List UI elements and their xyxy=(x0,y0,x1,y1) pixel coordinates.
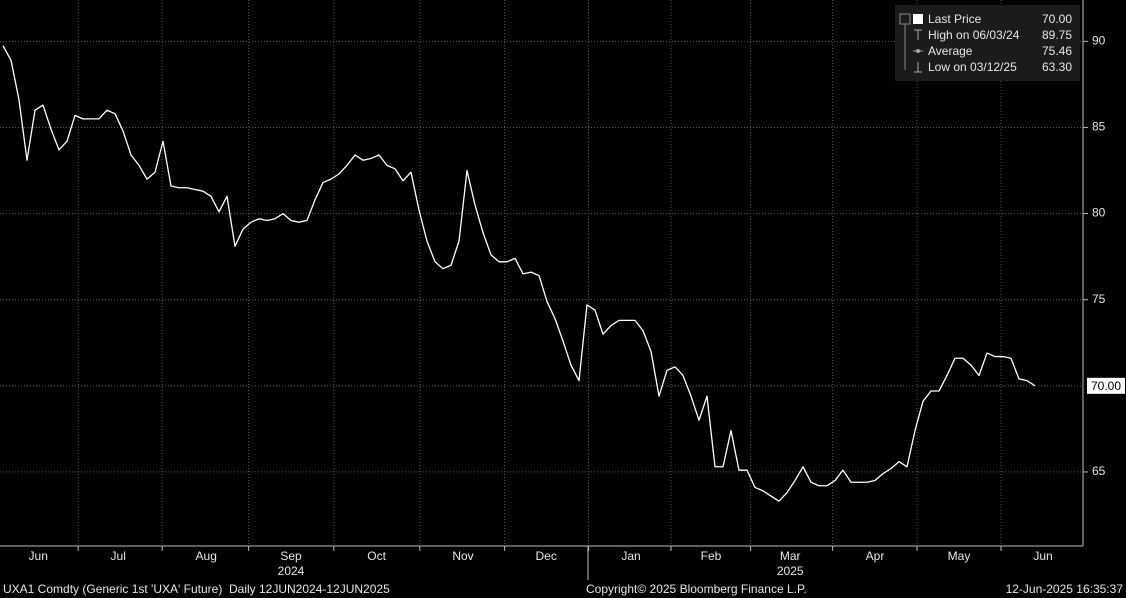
x-tick-label: Oct xyxy=(367,549,386,563)
x-tick-label: Dec xyxy=(536,549,557,563)
legend-swatch xyxy=(913,14,923,24)
x-tick-label: Nov xyxy=(452,549,473,563)
year-label: 2025 xyxy=(777,564,804,578)
y-tick-label: 85 xyxy=(1092,120,1106,134)
legend: Last Price 70.00 High on 06/03/24 89.75 Av… xyxy=(895,5,1080,81)
legend-label: High on 06/03/24 xyxy=(928,28,1020,42)
legend-label: Average xyxy=(928,44,973,58)
y-tick-label: 65 xyxy=(1092,464,1106,478)
footer-copyright: Copyright© 2025 Bloomberg Finance L.P. xyxy=(586,582,807,596)
footer-security: UXA1 Comdty (Generic 1st 'UXA' Future) D… xyxy=(3,582,390,596)
legend-value: 89.75 xyxy=(1042,28,1072,42)
legend-value: 70.00 xyxy=(1042,12,1072,26)
legend-label: Low on 03/12/25 xyxy=(928,60,1017,74)
legend-icon xyxy=(899,13,911,25)
y-tick-label: 80 xyxy=(1092,206,1106,220)
legend-icon xyxy=(916,49,920,53)
price-line xyxy=(2,45,1036,502)
y-tick-label: 90 xyxy=(1092,34,1106,48)
x-tick-label: Aug xyxy=(196,549,217,563)
x-tick-label: Jun xyxy=(1033,549,1052,563)
x-tick-label: Sep xyxy=(280,549,302,563)
last-price-box xyxy=(1087,377,1125,394)
x-tick-label: Jul xyxy=(111,549,126,563)
y-tick-label: 75 xyxy=(1092,292,1106,306)
legend-value: 63.30 xyxy=(1042,60,1072,74)
legend-box xyxy=(895,5,1080,81)
x-tick-label: Jan xyxy=(621,549,640,563)
x-tick-label: Jun xyxy=(29,549,48,563)
legend-label: Last Price xyxy=(928,12,982,26)
year-label: 2024 xyxy=(278,564,305,578)
x-tick-label: Feb xyxy=(701,549,722,563)
x-tick-label: May xyxy=(948,549,971,563)
legend-value: 75.46 xyxy=(1042,44,1072,58)
x-tick-label: Apr xyxy=(866,549,885,563)
footer-timestamp: 12-Jun-2025 16:35:37 xyxy=(1006,582,1124,596)
x-tick-label: Mar xyxy=(780,549,801,563)
last-price-label: 70.00 xyxy=(1091,379,1121,393)
